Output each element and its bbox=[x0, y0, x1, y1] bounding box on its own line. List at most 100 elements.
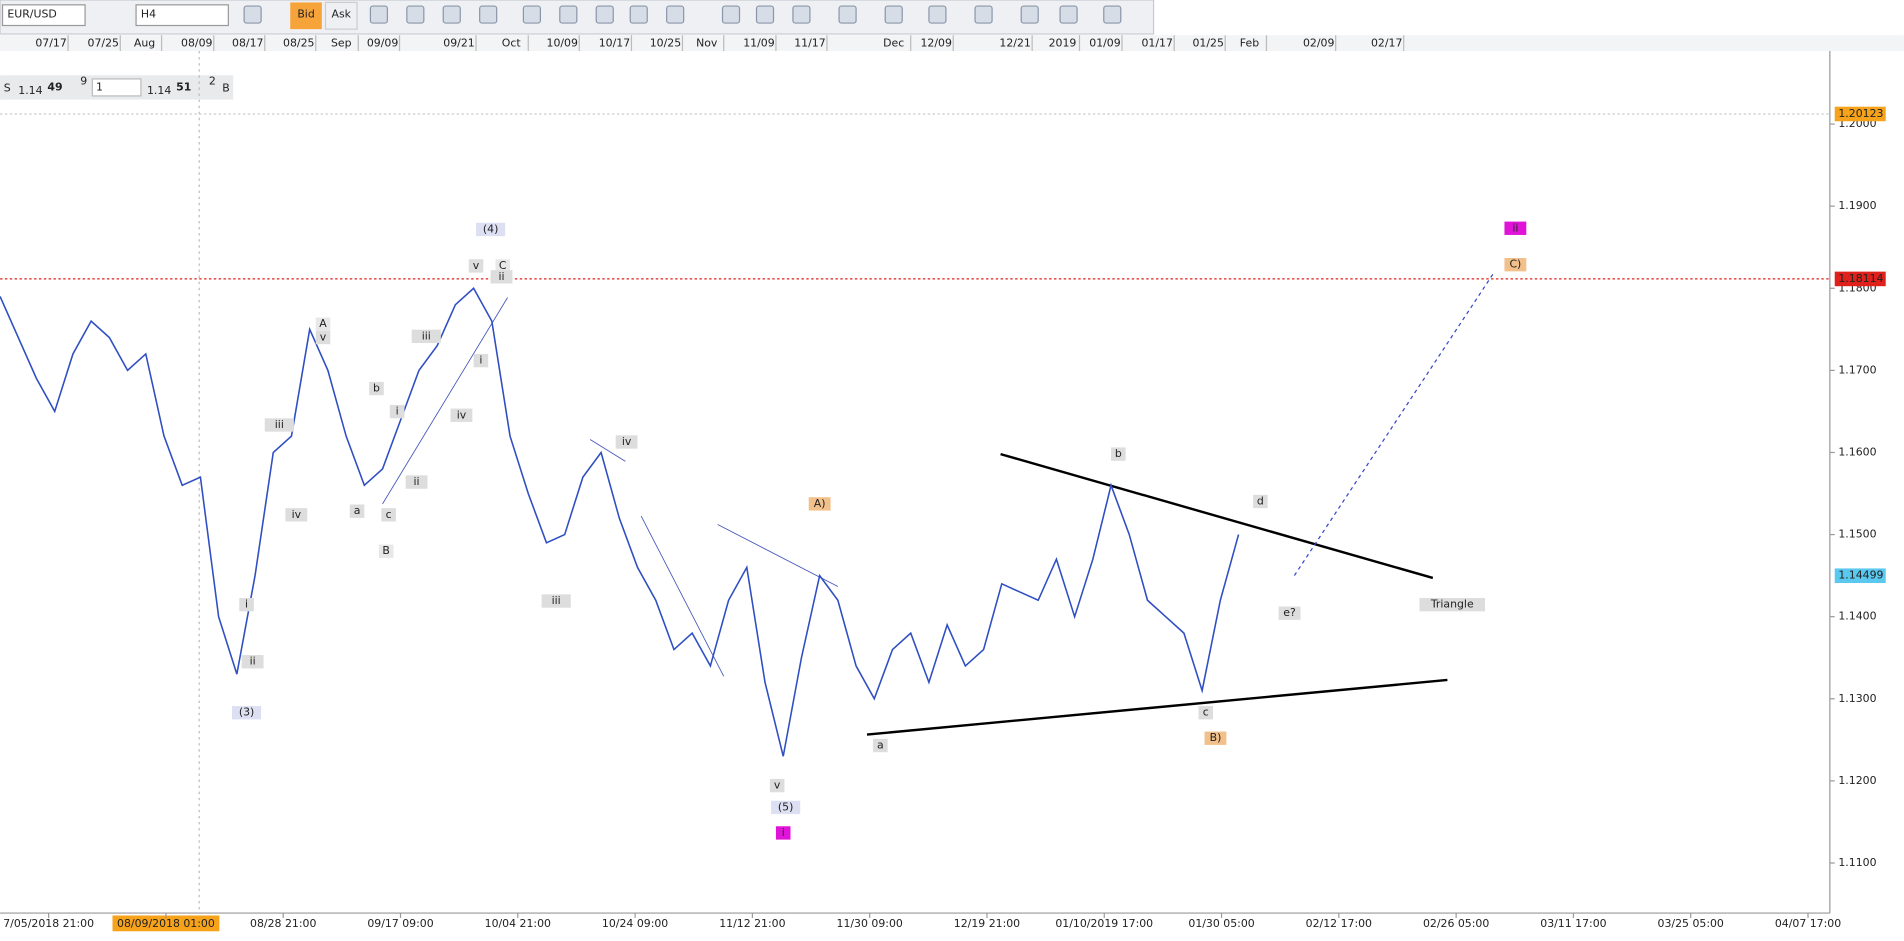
tool-icon[interactable] bbox=[928, 5, 947, 24]
tool-icon[interactable] bbox=[479, 5, 498, 24]
date-label: 7/05/2018 21:00 bbox=[3, 917, 94, 930]
trend-line bbox=[382, 297, 508, 505]
wave-label: A bbox=[319, 317, 327, 330]
tool-icon[interactable] bbox=[1103, 5, 1122, 24]
date-label: 12/21 bbox=[999, 37, 1030, 50]
wave-label: b bbox=[1115, 447, 1122, 460]
wave-label-box bbox=[405, 475, 428, 489]
wave-label-box bbox=[541, 594, 571, 608]
tool-icon[interactable] bbox=[559, 5, 578, 24]
tool-icon[interactable] bbox=[243, 5, 262, 24]
date-label: 08/09/2018 01:00 bbox=[117, 917, 215, 930]
tool-icon[interactable] bbox=[792, 5, 811, 24]
date-label: 10/09 bbox=[547, 37, 578, 50]
wave-label: c bbox=[1203, 706, 1209, 719]
symbol: EUR/USD bbox=[7, 8, 56, 21]
date-label: 12/09 bbox=[920, 37, 951, 50]
price-level-label: 1.18114 bbox=[1838, 272, 1883, 285]
date-label: 01/09 bbox=[1089, 37, 1120, 50]
wave-label-box bbox=[389, 404, 405, 419]
wave-label: (4) bbox=[483, 222, 498, 235]
price-tick-label: 1.1400 bbox=[1838, 610, 1876, 623]
tool-icon[interactable] bbox=[974, 5, 993, 24]
tool-icon[interactable] bbox=[721, 5, 741, 24]
wave-label-box bbox=[264, 418, 294, 432]
tool-icon[interactable] bbox=[522, 5, 541, 24]
wave-label-box bbox=[1504, 221, 1527, 235]
lot-input[interactable] bbox=[91, 78, 142, 97]
date-label: 08/25 bbox=[283, 37, 314, 50]
timeframe: H4 bbox=[141, 8, 156, 21]
wave-label-box bbox=[315, 317, 331, 331]
bid-button[interactable] bbox=[290, 2, 322, 30]
wave-label-box bbox=[1111, 447, 1126, 461]
tool-icon[interactable] bbox=[666, 5, 685, 24]
tool-icon[interactable] bbox=[838, 5, 857, 24]
date-label: 08/28 21:00 bbox=[250, 917, 316, 930]
wave-label-box bbox=[241, 655, 264, 669]
ask-button[interactable] bbox=[324, 1, 358, 30]
wave-label: i bbox=[396, 405, 399, 418]
tool-icon[interactable] bbox=[442, 5, 461, 24]
symbol-select[interactable] bbox=[1, 4, 86, 27]
tool-icon[interactable] bbox=[629, 5, 648, 24]
tool-icon[interactable] bbox=[595, 5, 614, 24]
trend-line bbox=[640, 515, 725, 677]
tool-icon[interactable] bbox=[755, 5, 775, 24]
sell-frac: 9 bbox=[80, 74, 87, 87]
wave-label-box bbox=[775, 826, 791, 840]
wave-label: b bbox=[373, 382, 380, 395]
date-label: 02/17 bbox=[1371, 37, 1402, 50]
buy-big: 1.14 bbox=[147, 84, 171, 97]
timeframe-select[interactable] bbox=[135, 4, 229, 27]
wave-label-box bbox=[369, 381, 384, 396]
wave-label: B bbox=[382, 544, 389, 557]
wave-label-box bbox=[808, 497, 831, 511]
wave-label: (5) bbox=[778, 800, 793, 813]
wave-label-box bbox=[1504, 258, 1527, 272]
wave-label: A) bbox=[814, 497, 826, 510]
date-label: 01/25 bbox=[1192, 37, 1223, 50]
price-level-box bbox=[1834, 106, 1886, 122]
triangle-upper bbox=[1000, 452, 1434, 580]
wave-label: Triangle bbox=[1430, 598, 1474, 611]
tool-icon[interactable] bbox=[406, 5, 425, 24]
wave-label: i bbox=[479, 354, 482, 367]
date-label: 09/17 09:00 bbox=[367, 917, 433, 930]
wave-label-box bbox=[468, 259, 484, 273]
wave-label-box bbox=[411, 329, 441, 344]
date-label: Dec bbox=[883, 37, 904, 50]
buy-pips: 51 bbox=[176, 80, 191, 93]
date-label: Aug bbox=[134, 37, 155, 50]
trend-line bbox=[589, 439, 626, 462]
wave-label: iv bbox=[457, 408, 467, 421]
wave-label: ii bbox=[414, 475, 420, 488]
wave-label-box bbox=[473, 353, 489, 368]
date-label: Oct bbox=[502, 37, 522, 50]
projection bbox=[1293, 272, 1495, 576]
tool-icon[interactable] bbox=[369, 5, 389, 24]
date-label: 10/17 bbox=[599, 37, 630, 50]
date-label: 09/09 bbox=[367, 37, 398, 50]
wave-label-box bbox=[239, 597, 254, 612]
wave-label-box bbox=[1204, 731, 1227, 745]
lot: 1 bbox=[96, 80, 103, 93]
date-label: 12/19 21:00 bbox=[954, 917, 1020, 930]
wave-label: C) bbox=[1509, 258, 1521, 271]
wave-label: a bbox=[877, 739, 884, 752]
wave-label: e? bbox=[1283, 606, 1296, 619]
wave-label-box bbox=[381, 508, 396, 522]
price-level-label: 1.14499 bbox=[1838, 569, 1883, 582]
wave-label: i bbox=[782, 826, 785, 839]
date-label: 03/11 17:00 bbox=[1540, 917, 1606, 930]
tool-icon[interactable] bbox=[1020, 5, 1039, 24]
date-label: 10/25 bbox=[650, 37, 681, 50]
sell-pips: 49 bbox=[47, 80, 62, 93]
tool-icon[interactable] bbox=[884, 5, 903, 24]
tool-icon[interactable] bbox=[1059, 5, 1078, 24]
wave-label: iii bbox=[275, 418, 284, 431]
price-tick-label: 1.1100 bbox=[1838, 856, 1876, 869]
wave-label-box bbox=[495, 259, 511, 273]
wave-label: d bbox=[1257, 494, 1264, 507]
